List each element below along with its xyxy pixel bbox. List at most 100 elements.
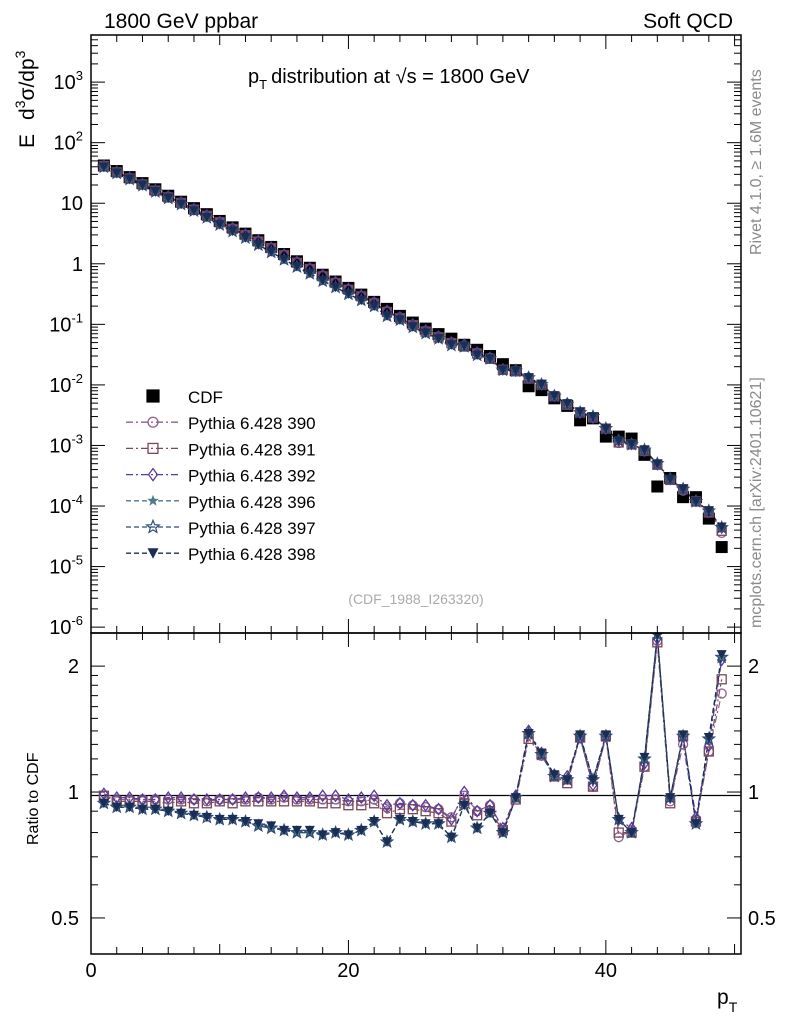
main-y-tick-label: 10-5 xyxy=(49,553,83,579)
tick-exponent: -3 xyxy=(71,431,83,446)
ratio-point-pythia-6-428-398 xyxy=(613,814,624,825)
tick-base: 10 xyxy=(49,375,71,397)
ratio-data-marks xyxy=(96,633,729,849)
legend-item-pythia-6-428-392: Pythia 6.428 392 xyxy=(126,467,316,486)
ratio-point-pythia-6-428-398 xyxy=(523,729,534,739)
ratio-point-pythia-6-428-398 xyxy=(253,819,264,829)
mcplots-label: mcplots.cern.ch [arXiv:2401.10621] xyxy=(748,377,765,628)
ratio-point-pythia-6-428-398 xyxy=(163,806,174,817)
point-pythia-6-428-398 xyxy=(690,496,701,507)
ratio-point-pythia-6-428-398 xyxy=(472,823,483,834)
point-pythia-6-428-398 xyxy=(98,162,109,172)
ratio-point-pythia-6-428-398 xyxy=(382,837,393,847)
ratio-point-pythia-6-428-398 xyxy=(510,793,521,803)
tick-exponent: -4 xyxy=(71,492,83,507)
tick-exponent: -2 xyxy=(71,371,83,386)
ratio-point-pythia-6-428-398 xyxy=(369,817,380,827)
point-pythia-6-428-398 xyxy=(266,247,277,257)
point-pythia-6-428-398 xyxy=(356,295,367,306)
legend-marker xyxy=(147,442,159,455)
point-pythia-6-428-398 xyxy=(227,226,238,237)
point-pythia-6-428-398 xyxy=(510,366,521,376)
y-label-sigma: σ/dp xyxy=(16,58,39,100)
tick-exponent: 3 xyxy=(76,68,83,83)
ratio-point-pythia-6-428-392 xyxy=(253,790,264,805)
legend-label: CDF xyxy=(188,388,223,407)
legend-item-pythia-6-428-397: Pythia 6.428 397 xyxy=(126,518,316,538)
main-y-tick-label: 102 xyxy=(54,129,83,155)
tick-base: 10 xyxy=(54,133,76,155)
point-pythia-6-428-398 xyxy=(214,220,225,230)
title-text: distribution at xyxy=(271,66,396,88)
ratio-point-pythia-6-428-397 xyxy=(714,649,729,664)
ratio-point-pythia-6-428-398 xyxy=(317,830,328,840)
ratio-point-pythia-6-428-392 xyxy=(369,789,379,803)
point-pythia-6-428-398 xyxy=(330,282,341,293)
point-pythia-6-428-398 xyxy=(575,407,586,417)
ratio-point-pythia-6-428-398 xyxy=(433,819,444,829)
title-sqrt-s: √s xyxy=(396,66,417,88)
ratio-point-pythia-6-428-391 xyxy=(330,798,341,809)
point-cdf xyxy=(715,541,728,554)
point-pythia-6-428-398 xyxy=(407,322,418,332)
analysis-watermark: (CDF_1988_I263320) xyxy=(348,591,483,607)
point-pythia-6-428-398 xyxy=(587,412,598,422)
ratio-point-pythia-6-428-398 xyxy=(98,798,109,809)
ratio-point-pythia-6-428-392 xyxy=(395,796,405,810)
point-pythia-6-428-398 xyxy=(201,213,212,223)
ratio-point-pythia-6-428-398 xyxy=(330,828,341,838)
ratio-point-pythia-6-428-398 xyxy=(394,814,405,825)
title-energy: = 1800 GeV xyxy=(417,66,531,88)
ratio-point-pythia-6-428-391 xyxy=(446,816,457,827)
main-y-tick-label: 10-4 xyxy=(49,492,83,518)
ratio-point-pythia-6-428-391 xyxy=(188,798,200,809)
point-pythia-6-428-398 xyxy=(111,168,122,178)
point-pythia-6-428-398 xyxy=(716,522,727,533)
legend-item-pythia-6-428-391: Pythia 6.428 391 xyxy=(126,440,316,459)
title-p-subscript: T xyxy=(259,77,267,92)
ratio-axes: 0.5 0.51 12 20 20 40 xyxy=(51,633,776,982)
legend-label: Pythia 6.428 397 xyxy=(188,519,316,538)
ratio-point-pythia-6-428-398 xyxy=(279,825,290,836)
ratio-y-tick-label: 1 xyxy=(68,782,79,804)
point-pythia-6-428-398 xyxy=(472,350,483,361)
ratio-point-pythia-6-428-398 xyxy=(446,832,457,843)
ratio-point-pythia-6-428-398 xyxy=(626,828,637,838)
ratio-point-pythia-6-428-391 xyxy=(227,798,238,809)
legend-item-pythia-6-428-398: Pythia 6.428 398 xyxy=(126,545,316,564)
ratio-point-pythia-6-428-398 xyxy=(600,730,611,740)
ratio-point-pythia-6-428-398 xyxy=(150,804,161,815)
ratio-point-pythia-6-428-398 xyxy=(111,802,122,813)
point-pythia-6-428-398 xyxy=(369,301,380,312)
point-pythia-6-428-398 xyxy=(394,315,405,325)
tick-exponent: 2 xyxy=(76,129,83,144)
point-pythia-6-428-398 xyxy=(485,354,496,364)
main-y-tick-label: 10-3 xyxy=(49,431,83,457)
legend-marker xyxy=(147,548,159,559)
ratio-point-pythia-6-428-391 xyxy=(304,796,315,807)
ratio-point-pythia-6-428-391 xyxy=(266,796,277,807)
legend-marker xyxy=(145,518,161,534)
ratio-point-pythia-6-428-398 xyxy=(343,830,354,840)
legend-label: Pythia 6.428 390 xyxy=(188,414,316,433)
ratio-point-pythia-6-428-392 xyxy=(382,798,392,812)
ratio-point-pythia-6-428-392 xyxy=(266,790,277,805)
tick-base: 10 xyxy=(54,72,76,94)
legend-marker xyxy=(147,416,159,428)
ratio-point-pythia-6-428-392 xyxy=(472,804,482,818)
y-label-d: d xyxy=(16,108,39,120)
ratio-point-pythia-6-428-398 xyxy=(665,793,676,803)
legend-marker xyxy=(147,467,159,482)
ratio-point-pythia-6-428-398 xyxy=(562,775,573,785)
ratio-point-pythia-6-428-392 xyxy=(214,792,225,807)
point-pythia-6-428-398 xyxy=(459,341,470,351)
main-panel-frame xyxy=(90,34,742,634)
ratio-point-pythia-6-428-392 xyxy=(433,802,444,816)
legend-marker xyxy=(146,389,160,403)
ratio-point-pythia-6-428-398 xyxy=(639,752,650,763)
tick-exponent: -1 xyxy=(71,310,83,325)
ratio-point-pythia-6-428-391 xyxy=(420,806,431,817)
main-y-tick-label: 1 xyxy=(72,254,83,276)
